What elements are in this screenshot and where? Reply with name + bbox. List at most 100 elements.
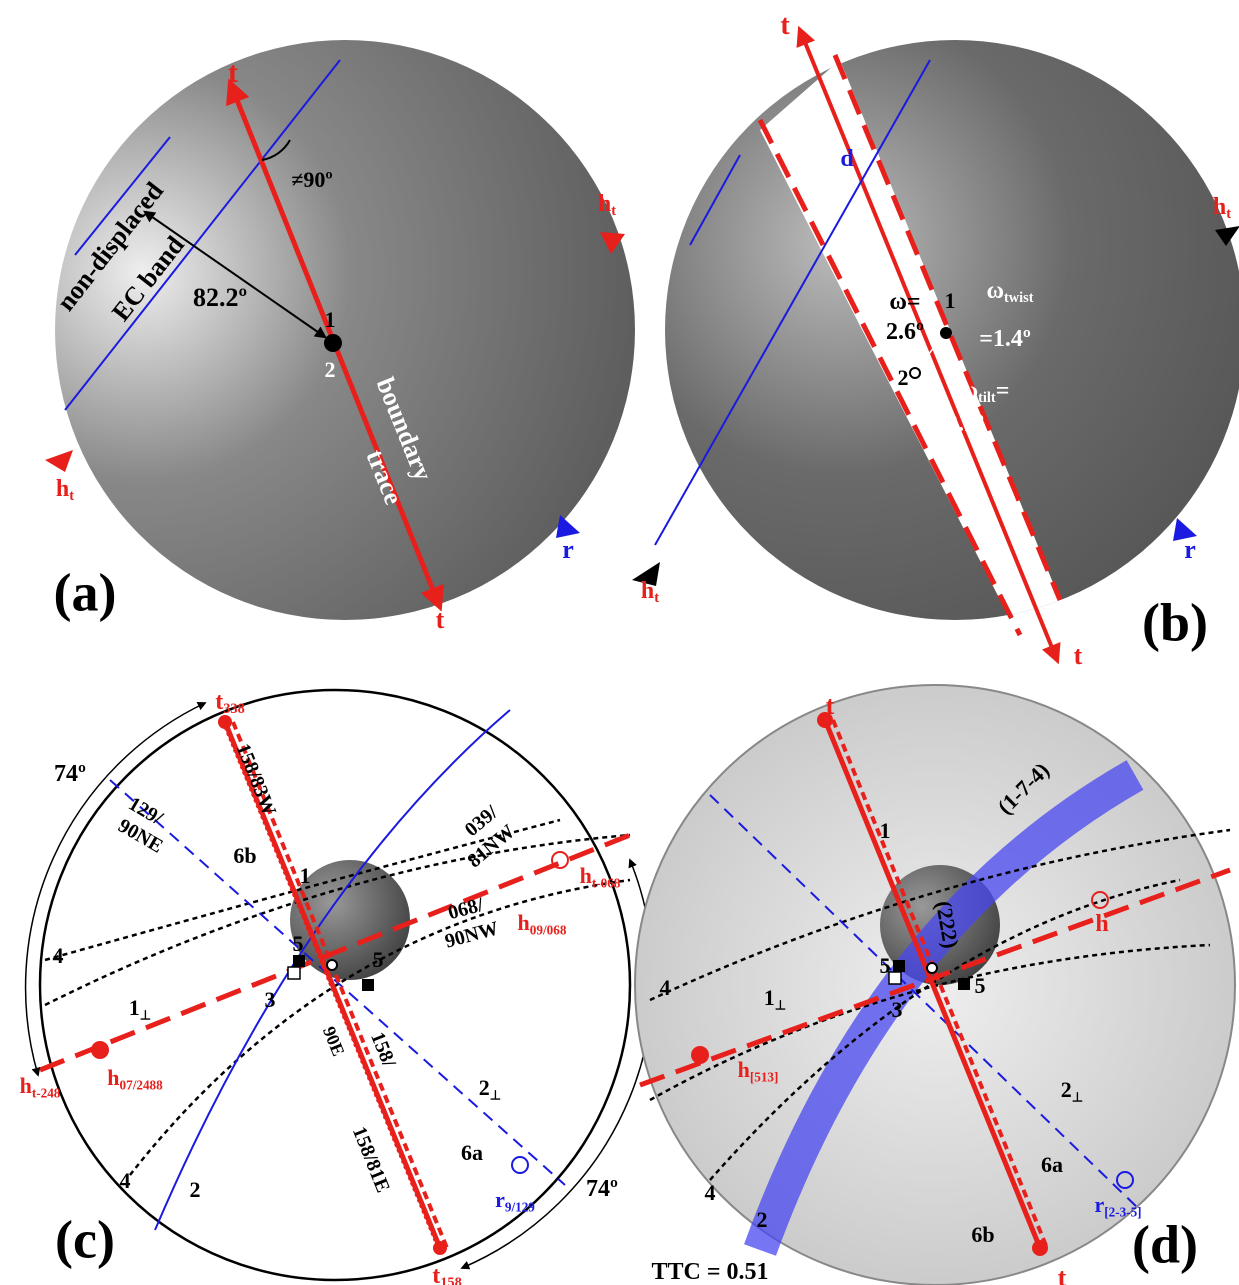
annotation: 5 [373, 947, 384, 972]
subscript: 09/068 [530, 923, 567, 938]
subscript: ⊥ [775, 998, 787, 1013]
annotation-text: h [107, 1065, 119, 1090]
annotation-text: ω [961, 378, 979, 404]
annotation: 2 [190, 1177, 201, 1202]
annotation: 4 [660, 975, 671, 1000]
annotation-text: h [1213, 194, 1226, 220]
panel-b [632, 35, 1239, 655]
annotation: 5 [975, 973, 986, 998]
annotation-text: t [826, 691, 835, 720]
subscript: t-248 [32, 1086, 61, 1101]
annotation-text: t [436, 605, 445, 634]
subscript: 158 [440, 1275, 462, 1285]
annotation-text: r [1094, 1192, 1104, 1217]
annotation: 4 [705, 1180, 716, 1205]
annotation-text: 74º [54, 761, 86, 787]
annotation: 3 [892, 997, 903, 1022]
subscript: t [69, 488, 74, 504]
annotation: t [826, 691, 835, 720]
point [940, 327, 952, 339]
panel-label: (b) [1142, 592, 1208, 652]
annotation-text: 2.6º [886, 319, 924, 345]
annotation: TTC = 0.51 [651, 1259, 768, 1285]
annotation: r [562, 535, 574, 564]
annotation: t [228, 56, 238, 89]
annotation: 6a [461, 1140, 483, 1165]
annotation: 5 [880, 953, 891, 978]
annotation: t338 [215, 689, 245, 718]
annotation: 2.2º [946, 411, 984, 437]
annotation-text: 4 [660, 975, 671, 1000]
annotation-text: 6b [233, 843, 256, 868]
annotation-text: h [738, 1057, 750, 1082]
annotation-text: 74º [586, 1176, 618, 1202]
pole [91, 1041, 109, 1059]
annotation: ≠90º [291, 167, 332, 192]
pattern-disc [55, 40, 635, 620]
annotation-text: 2 [479, 1075, 490, 1100]
annotation: 2 [325, 357, 336, 382]
annotation: 4 [120, 1168, 131, 1193]
annotation-text: ω= [889, 289, 920, 315]
annotation: 1 [945, 288, 956, 313]
annotation: 6b [233, 843, 256, 868]
annotation-text: 1 [300, 863, 311, 888]
panel-label: (d) [1132, 1214, 1198, 1274]
panel-label: (a) [54, 562, 117, 622]
annotation: =1.4º [979, 326, 1031, 352]
annotation: 82.2º [193, 283, 247, 312]
annotation-text: 1 [764, 985, 775, 1010]
annotation-text: 2 [757, 1207, 768, 1232]
annotation: 3 [265, 987, 276, 1012]
subscript: 07/2488 [120, 1078, 164, 1093]
point [910, 368, 920, 378]
panel-label: (c) [55, 1209, 115, 1269]
subscript: 9/129 [505, 1200, 535, 1215]
annotation-text: 82.2º [193, 283, 247, 312]
subscript: twist [1004, 290, 1034, 306]
annotation-text: r [495, 1187, 505, 1212]
annotation-text: t [215, 689, 223, 715]
annotation-text: 2 [898, 365, 909, 390]
annotation-text: 2 [1061, 1077, 1072, 1102]
panel-d [635, 685, 1235, 1285]
annotation-text: h [598, 191, 611, 217]
subscript: ⊥ [1072, 1090, 1084, 1105]
annotation: t [780, 10, 790, 41]
annotation: t [1058, 1263, 1067, 1285]
annotation-text: 5 [975, 973, 986, 998]
subscript: 338 [223, 701, 245, 717]
annotation: d [840, 146, 854, 172]
subscript: t [654, 590, 659, 606]
annotation-text: h [1095, 911, 1108, 937]
annotation: ht [1213, 194, 1231, 223]
annotation: 2.6º [886, 319, 924, 345]
pole [293, 955, 305, 967]
annotation-text: =1.4º [979, 326, 1031, 352]
annotation: ht [56, 476, 74, 505]
annotation-text: 3 [892, 997, 903, 1022]
annotation: 2 [757, 1207, 768, 1232]
annotation-text: 4 [120, 1168, 131, 1193]
subscript: ⊥ [140, 1008, 152, 1023]
annotation-text: 5 [373, 947, 384, 972]
annotation: 74º [586, 1176, 618, 1202]
annotation: 1 [880, 818, 891, 843]
annotation-text: 1 [945, 288, 956, 313]
annotation: 1 [300, 863, 311, 888]
annotation-text: t [1058, 1263, 1067, 1285]
annotation: t158 [432, 1263, 462, 1285]
annotation-text: t [1074, 641, 1083, 670]
annotation: 5 [293, 931, 304, 956]
annotation-text: 6a [1041, 1152, 1063, 1177]
annotation: 2 [898, 365, 909, 390]
pole [958, 978, 970, 990]
annotation-text: 6b [971, 1222, 994, 1247]
annotation-text: 5 [880, 953, 891, 978]
annotation: 6a [1041, 1152, 1063, 1177]
annotation-text: t [780, 10, 790, 41]
point [927, 963, 937, 973]
subscript: [513] [750, 1070, 779, 1085]
annotation: r [1184, 535, 1196, 564]
annotation-text: 2.2º [946, 411, 984, 437]
